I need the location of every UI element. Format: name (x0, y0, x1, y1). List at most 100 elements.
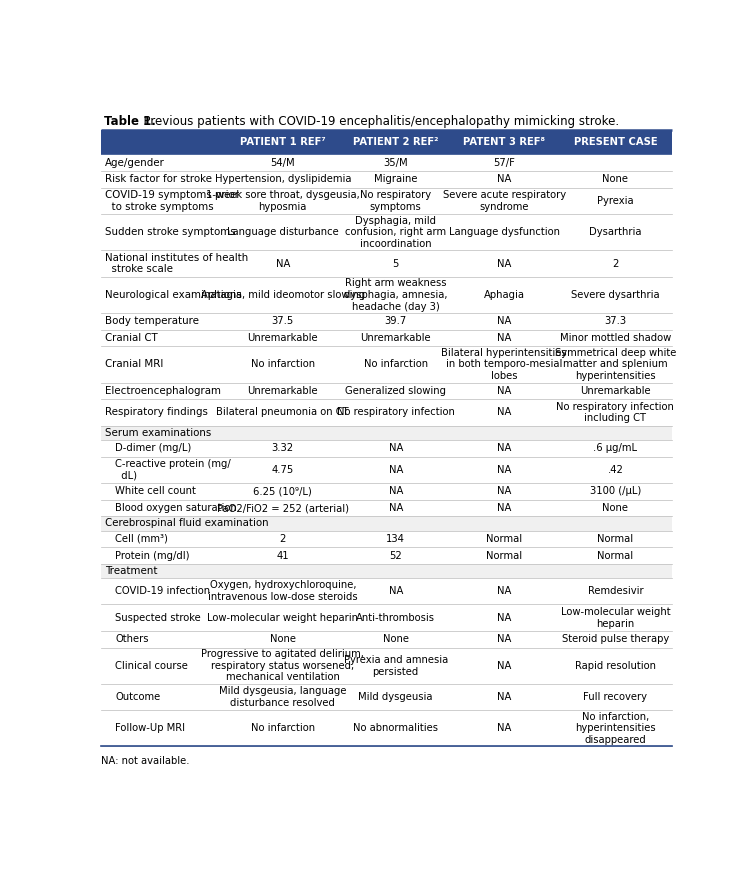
Bar (101, 171, 673, 188)
Bar (101, 456, 673, 483)
Text: Bilateral pneumonia on CT: Bilateral pneumonia on CT (217, 408, 349, 417)
Bar (101, 313, 673, 329)
Text: 3.32: 3.32 (272, 443, 294, 454)
Text: None: None (602, 175, 628, 184)
Text: NA: NA (497, 634, 511, 644)
Text: 1-week sore throat, dysgeusia,
hyposmia: 1-week sore throat, dysgeusia, hyposmia (206, 190, 359, 212)
Text: NA: NA (497, 175, 511, 184)
Text: Full recovery: Full recovery (584, 692, 648, 702)
Text: .6 μg/mL: .6 μg/mL (593, 443, 637, 454)
Text: 41: 41 (276, 551, 289, 561)
Text: Normal: Normal (486, 534, 522, 544)
Text: No abnormalities: No abnormalities (353, 723, 438, 733)
Bar (101, 214, 673, 250)
Bar (101, 130, 673, 155)
Text: Rapid resolution: Rapid resolution (575, 660, 656, 671)
Text: 6.25 (10⁹/L): 6.25 (10⁹/L) (254, 487, 312, 496)
Text: NA: not available.: NA: not available. (101, 756, 190, 766)
Text: Minor mottled shadow: Minor mottled shadow (559, 333, 671, 343)
Text: Bilateral hyperintensities
in both temporo-mesial
lobes: Bilateral hyperintensities in both tempo… (442, 348, 567, 381)
Text: NA: NA (276, 259, 290, 269)
Bar (101, 531, 673, 547)
Text: PATIENT 1 REF⁷: PATIENT 1 REF⁷ (240, 137, 325, 148)
Text: Clinical course: Clinical course (116, 660, 188, 671)
Text: Symmetrical deep white
matter and splenium
hyperintensities: Symmetrical deep white matter and spleni… (555, 348, 676, 381)
Text: Treatment: Treatment (105, 566, 158, 576)
Text: NA: NA (389, 443, 403, 454)
Text: Cerebrospinal fluid examination: Cerebrospinal fluid examination (105, 519, 269, 528)
Text: Aphagia: Aphagia (484, 290, 525, 300)
Text: 4.75: 4.75 (272, 465, 294, 474)
Text: Normal: Normal (597, 534, 633, 544)
Text: PATENT 3 REF⁸: PATENT 3 REF⁸ (464, 137, 545, 148)
Text: 52: 52 (390, 551, 402, 561)
Text: Unremarkable: Unremarkable (580, 386, 651, 396)
Bar (101, 250, 673, 277)
Text: Right arm weakness
dysphagia, amnesia,
headache (day 3): Right arm weakness dysphagia, amnesia, h… (344, 278, 448, 311)
Bar (101, 547, 673, 564)
Text: Oxygen, hydroxychloroquine,
intravenous low-dose steroids: Oxygen, hydroxychloroquine, intravenous … (208, 580, 358, 602)
Text: PATIENT 2 REF²: PATIENT 2 REF² (353, 137, 439, 148)
Text: Respiratory findings: Respiratory findings (105, 408, 208, 417)
Text: COVID-19 infection: COVID-19 infection (116, 587, 211, 596)
Text: No infarction: No infarction (251, 360, 315, 369)
Text: Risk factor for stroke: Risk factor for stroke (105, 175, 212, 184)
Text: Hypertension, dyslipidemia: Hypertension, dyslipidemia (214, 175, 351, 184)
Text: NA: NA (389, 465, 403, 474)
Text: None: None (270, 634, 296, 644)
Text: 5: 5 (393, 259, 399, 269)
Text: No respiratory infection
including CT: No respiratory infection including CT (556, 401, 674, 423)
Text: NA: NA (389, 487, 403, 496)
Text: NA: NA (389, 503, 403, 513)
Text: Anti-thrombosis: Anti-thrombosis (356, 613, 435, 623)
Bar (101, 500, 673, 516)
Text: Pyrexia: Pyrexia (597, 196, 633, 206)
Text: 3100 (/μL): 3100 (/μL) (590, 487, 641, 496)
Text: Follow-Up MRI: Follow-Up MRI (116, 723, 185, 733)
Bar (101, 516, 673, 531)
Text: NA: NA (497, 316, 511, 327)
Text: 39.7: 39.7 (384, 316, 407, 327)
Text: NA: NA (497, 443, 511, 454)
Text: No infarction: No infarction (364, 360, 428, 369)
Text: D-dimer (mg/L): D-dimer (mg/L) (116, 443, 192, 454)
Text: .42: .42 (608, 465, 624, 474)
Text: None: None (383, 634, 408, 644)
Text: Migraine: Migraine (374, 175, 418, 184)
Bar (101, 277, 673, 313)
Text: White cell count: White cell count (116, 487, 196, 496)
Text: Low-molecular weight
heparin: Low-molecular weight heparin (561, 607, 670, 628)
Bar (101, 578, 673, 605)
Text: Suspected stroke: Suspected stroke (116, 613, 201, 623)
Text: Neurological examinations: Neurological examinations (105, 290, 242, 300)
Text: NA: NA (497, 692, 511, 702)
Text: Progressive to agitated delirium,
respiratory status worsened,
mechanical ventil: Progressive to agitated delirium, respir… (202, 649, 364, 682)
Text: COVID-19 symptoms prior
  to stroke symptoms: COVID-19 symptoms prior to stroke sympto… (105, 190, 239, 212)
Text: Age/gender: Age/gender (105, 158, 165, 168)
Text: None: None (602, 503, 628, 513)
Text: No respiratory
symptoms: No respiratory symptoms (360, 190, 431, 212)
Bar (101, 483, 673, 500)
Text: NA: NA (497, 408, 511, 417)
Bar (101, 329, 673, 347)
Text: NA: NA (497, 487, 511, 496)
Bar (101, 631, 673, 647)
Text: Unremarkable: Unremarkable (248, 386, 318, 396)
Text: 35/M: 35/M (384, 158, 408, 168)
Text: Language dysfunction: Language dysfunction (448, 228, 559, 237)
Text: 37.3: 37.3 (604, 316, 627, 327)
Text: 54/M: 54/M (270, 158, 295, 168)
Text: Sudden stroke symptoms: Sudden stroke symptoms (105, 228, 236, 237)
Text: Low-molecular weight heparin: Low-molecular weight heparin (208, 613, 359, 623)
Text: Electroencephalogram: Electroencephalogram (105, 386, 221, 396)
Text: NA: NA (497, 333, 511, 343)
Text: 2: 2 (612, 259, 618, 269)
Text: Blood oxygen saturation: Blood oxygen saturation (116, 503, 237, 513)
Bar (101, 426, 673, 440)
Text: Serum examinations: Serum examinations (105, 428, 211, 438)
Text: NA: NA (497, 660, 511, 671)
Bar (101, 564, 673, 578)
Text: Remdesivir: Remdesivir (587, 587, 643, 596)
Text: Steroid pulse therapy: Steroid pulse therapy (562, 634, 669, 644)
Text: PaO2/FiO2 = 252 (arterial): PaO2/FiO2 = 252 (arterial) (217, 503, 349, 513)
